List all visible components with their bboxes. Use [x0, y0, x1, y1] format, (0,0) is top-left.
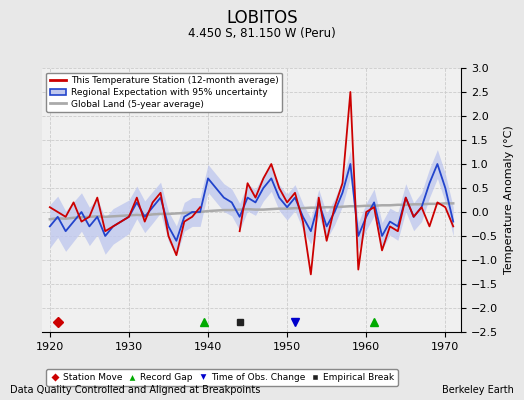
Text: Data Quality Controlled and Aligned at Breakpoints: Data Quality Controlled and Aligned at B… — [10, 385, 261, 395]
Y-axis label: Temperature Anomaly (°C): Temperature Anomaly (°C) — [504, 126, 514, 274]
Text: LOBITOS: LOBITOS — [226, 9, 298, 27]
Text: Berkeley Earth: Berkeley Earth — [442, 385, 514, 395]
Legend: Station Move, Record Gap, Time of Obs. Change, Empirical Break: Station Move, Record Gap, Time of Obs. C… — [47, 369, 398, 386]
Text: 4.450 S, 81.150 W (Peru): 4.450 S, 81.150 W (Peru) — [188, 28, 336, 40]
